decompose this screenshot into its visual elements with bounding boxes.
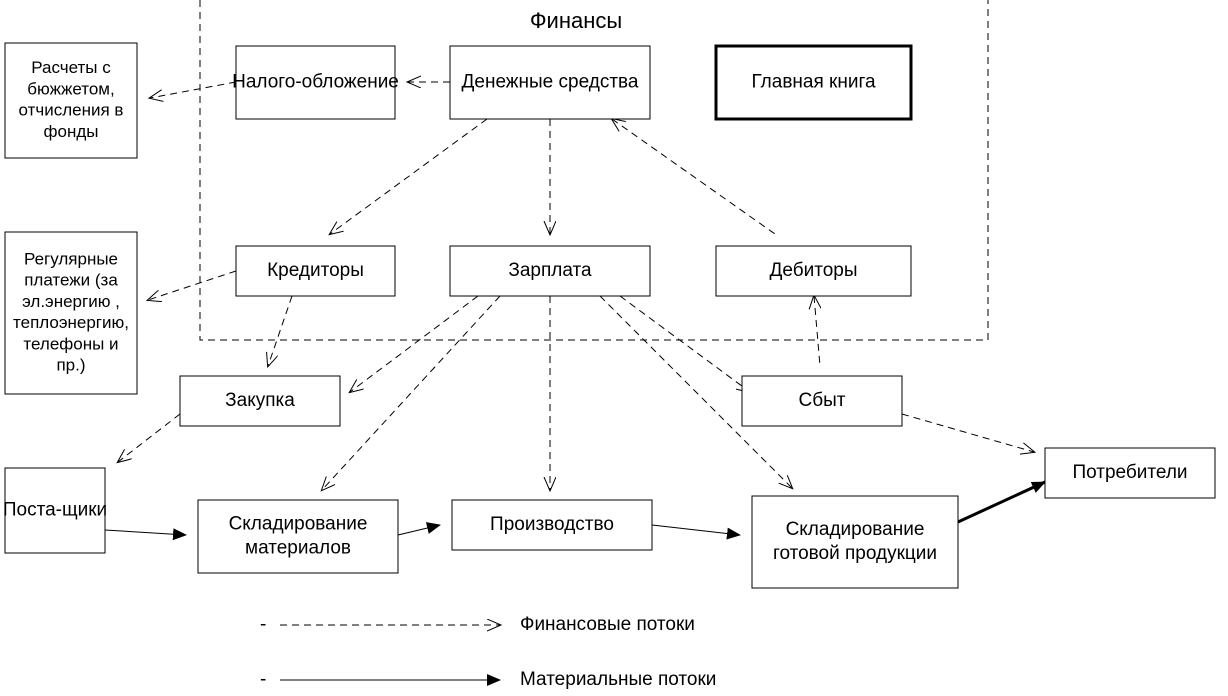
edge-cash-debtors bbox=[612, 119, 775, 234]
node-tax: Налого-обложение bbox=[232, 46, 399, 119]
node-cash: Денежные средства bbox=[450, 46, 650, 119]
edge-production-warehouse_prod bbox=[652, 525, 740, 535]
node-production: Производство bbox=[452, 500, 652, 550]
legend-label-0: Финансовые потоки bbox=[520, 614, 695, 635]
node-cash-label: Денежные средства bbox=[462, 72, 639, 93]
node-payments-label: Регулярные bbox=[24, 249, 118, 268]
node-budget-label: Расчеты с bbox=[31, 58, 111, 77]
edge-purchase-suppliers bbox=[118, 414, 180, 462]
edge-salary-purchase bbox=[350, 296, 478, 392]
edge-salary-warehouse_mat bbox=[322, 296, 500, 490]
legend-prefix-0: - bbox=[260, 614, 266, 635]
node-payments-label: платежи (за bbox=[24, 271, 118, 290]
node-warehouse_prod-label: готовой продукции bbox=[773, 543, 937, 564]
edge-cash-creditors bbox=[330, 119, 487, 234]
node-debtors-label: Дебиторы bbox=[770, 260, 858, 281]
node-consumers: Потребители bbox=[1045, 448, 1215, 498]
edge-tax-budget bbox=[150, 82, 236, 98]
node-payments-label: теплоэнергию, bbox=[13, 313, 129, 332]
node-suppliers-label: Поста-щики bbox=[3, 500, 107, 521]
node-ledger: Главная книга bbox=[716, 46, 911, 119]
node-production-label: Производство bbox=[490, 514, 614, 535]
node-purchase: Закупка bbox=[180, 376, 340, 426]
node-salary: Зарплата bbox=[450, 246, 650, 296]
diagram-root: Финансы Расчеты с бюжжетом, отчисления в фон… bbox=[0, 0, 1228, 696]
node-payments-label: телефоны и bbox=[23, 334, 118, 353]
node-warehouse_prod: Складирование готовой продукции bbox=[752, 496, 958, 588]
edge-creditors-purchase bbox=[268, 296, 292, 366]
node-warehouse_mat: Складированиематериалов bbox=[198, 500, 398, 573]
node-creditors: Кредиторы bbox=[236, 246, 395, 296]
diagram-title: Финансы bbox=[530, 8, 622, 33]
node-budget-label: фонды bbox=[44, 122, 99, 141]
node-warehouse_prod-label: Складирование bbox=[786, 519, 925, 540]
edge-warehouse_prod-consumers bbox=[958, 482, 1045, 522]
legend-prefix-1: - bbox=[260, 669, 266, 690]
node-debtors: Дебиторы bbox=[716, 246, 911, 296]
node-consumers-label: Потребители bbox=[1072, 462, 1187, 483]
node-salary-label: Зарплата bbox=[508, 260, 592, 281]
node-ledger-label: Главная книга bbox=[751, 72, 876, 93]
node-sales-label: Сбыт bbox=[799, 390, 846, 411]
nodes: Расчеты с бюжжетом, отчисления в фонды Налог… bbox=[3, 43, 1215, 588]
node-warehouse_mat-label: материалов bbox=[245, 537, 351, 558]
node-payments-label: пр.) bbox=[56, 356, 85, 375]
node-warehouse_mat-label: Складирование bbox=[229, 514, 368, 535]
legend-label-1: Материальные потоки bbox=[520, 669, 716, 690]
node-budget-label: отчисления в bbox=[19, 101, 124, 120]
node-budget-label: бюжжетом, bbox=[27, 79, 114, 98]
edge-creditors-payments bbox=[148, 271, 236, 300]
edge-sales-consumers bbox=[902, 414, 1034, 452]
edge-debtors-sales bbox=[814, 296, 820, 366]
node-suppliers: Поста-щики bbox=[3, 468, 107, 553]
edge-salary-sales bbox=[620, 296, 750, 392]
edges bbox=[105, 82, 1045, 535]
node-budget: Расчеты с бюжжетом, отчисления в фонды bbox=[5, 43, 137, 158]
node-payments: Регулярные платежи (за эл.энергию , теплоэн… bbox=[5, 232, 137, 394]
node-sales: Сбыт bbox=[742, 376, 902, 426]
node-purchase-label: Закупка bbox=[225, 390, 295, 411]
node-creditors-label: Кредиторы bbox=[267, 260, 364, 281]
edge-suppliers-warehouse_mat bbox=[105, 530, 186, 535]
node-payments-label: эл.энергию , bbox=[22, 292, 120, 311]
edge-warehouse_mat-production bbox=[398, 525, 440, 535]
node-tax-label: Налого-обложение bbox=[232, 72, 399, 93]
